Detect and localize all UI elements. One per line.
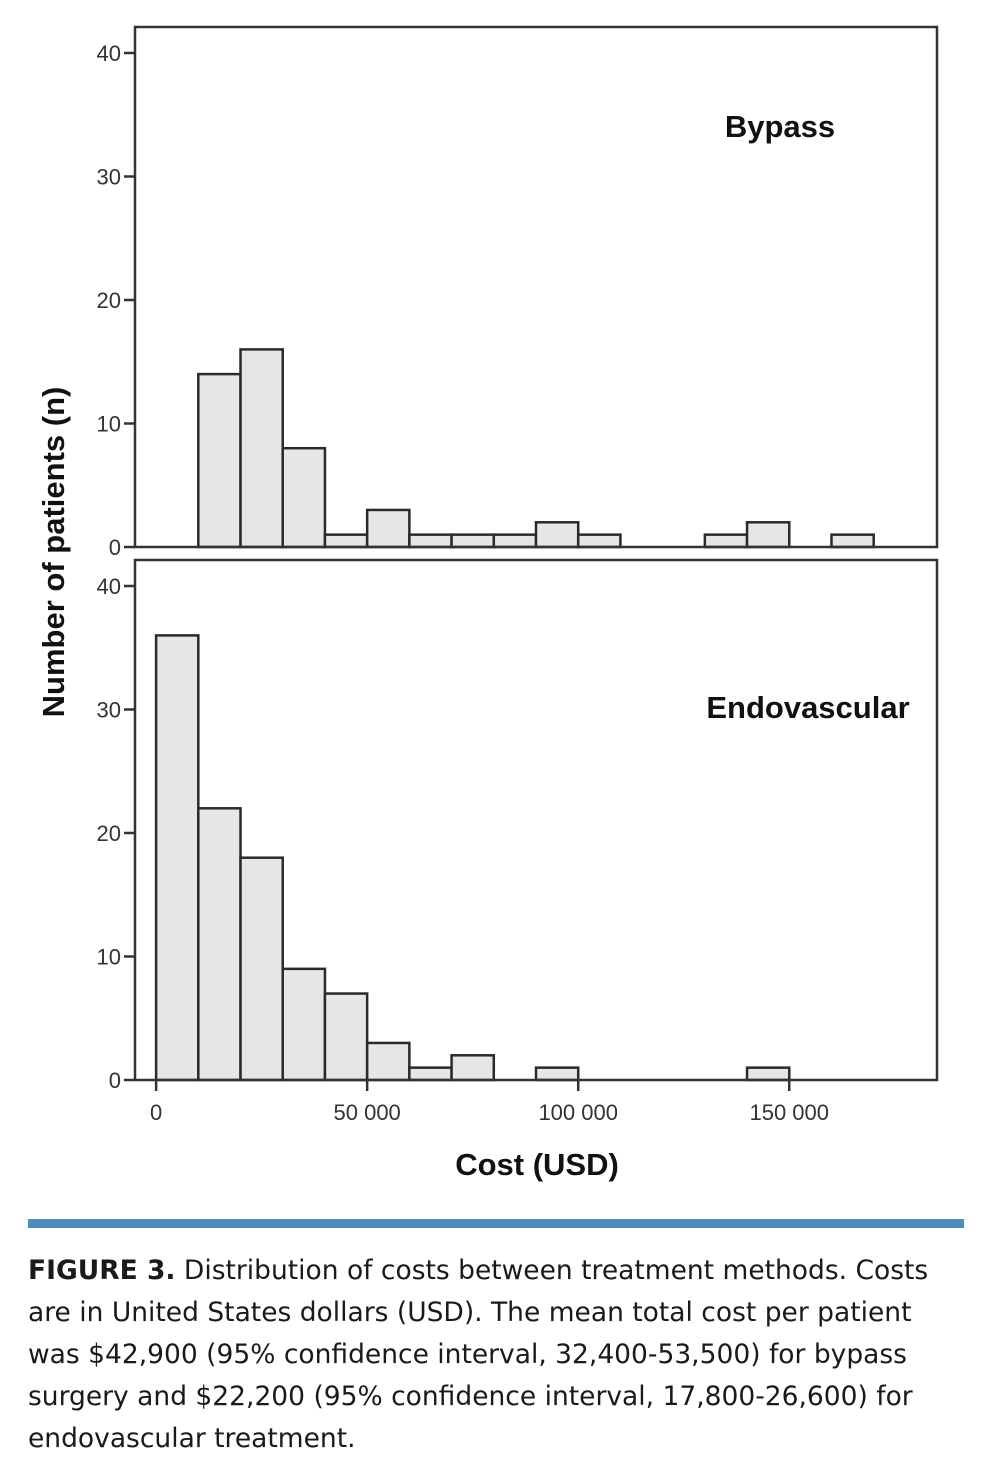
- bar-bypass: [197, 372, 242, 549]
- panel-label-endovascular: Endovascular: [706, 690, 909, 725]
- bar-bypass: [745, 521, 791, 549]
- bar-bypass: [450, 533, 496, 549]
- y-tick-label-bypass: 0: [109, 535, 121, 560]
- bar-endovascular: [534, 1066, 580, 1082]
- panel-bypass: 0 10 20 30 40 Bypass: [97, 25, 939, 560]
- bar-endovascular: [450, 1054, 496, 1082]
- bar-endovascular: [365, 1041, 411, 1082]
- bar-bypass: [492, 533, 538, 549]
- y-tick-label-bypass: 10: [97, 412, 121, 437]
- x-axis: 0 50 000 100 000 150 000: [150, 1080, 829, 1125]
- x-tick-label: 50 000: [334, 1100, 401, 1125]
- y-tick-label-bypass: 30: [97, 165, 121, 190]
- bar-endovascular: [281, 967, 327, 1082]
- bar-endovascular: [408, 1066, 453, 1082]
- chart-panels: 0 10 20 30 40 Bypass 0 10 20 30 40 Endovascular 0 50 …: [97, 25, 939, 1125]
- y-tick-label-bypass: 40: [97, 41, 121, 66]
- x-tick-label: 150 000: [749, 1100, 829, 1125]
- y-tick-label-bypass: 20: [97, 288, 121, 313]
- bar-endovascular: [197, 807, 242, 1082]
- bar-bypass: [534, 521, 580, 549]
- panel-label-bypass: Bypass: [725, 109, 835, 144]
- y-tick-label-endovascular: 40: [97, 574, 121, 599]
- bar-bypass: [365, 508, 411, 549]
- x-tick-label: 0: [150, 1100, 162, 1125]
- x-tick-label: 100 000: [538, 1100, 618, 1125]
- y-tick-label-endovascular: 30: [97, 698, 121, 723]
- bar-bypass: [281, 446, 327, 549]
- caption-divider: [28, 1219, 964, 1228]
- bar-bypass: [323, 533, 369, 549]
- y-tick-label-endovascular: 10: [97, 945, 121, 970]
- bar-endovascular: [239, 856, 284, 1082]
- caption-text: Distribution of costs between treatment …: [28, 1255, 929, 1454]
- bar-bypass: [408, 533, 453, 549]
- bar-endovascular: [154, 634, 200, 1082]
- plot-frame-bypass: [133, 25, 939, 549]
- caption-label: FIGURE 3.: [28, 1255, 176, 1286]
- bar-endovascular: [745, 1066, 791, 1082]
- y-axis-title: Number of patients (n): [36, 387, 71, 718]
- bar-bypass: [239, 348, 284, 549]
- figure-caption: FIGURE 3. Distribution of costs between …: [28, 1250, 968, 1460]
- bar-endovascular: [323, 992, 369, 1082]
- bar-bypass: [830, 533, 875, 549]
- y-tick-label-endovascular: 20: [97, 821, 121, 846]
- plot-frame-endovascular: [133, 558, 939, 1082]
- panel-endovascular: 0 10 20 30 40 Endovascular: [97, 558, 939, 1093]
- x-axis-title: Cost (USD): [455, 1147, 619, 1182]
- bar-bypass: [703, 533, 749, 549]
- y-tick-label-endovascular: 0: [109, 1068, 121, 1093]
- bar-bypass: [576, 533, 622, 549]
